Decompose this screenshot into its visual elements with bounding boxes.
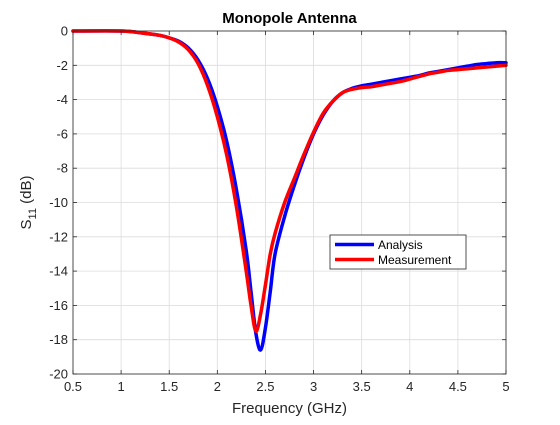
- x-tick-label: 4.5: [449, 379, 467, 394]
- y-axis-label-main: S: [18, 219, 35, 229]
- x-tick-label: 4: [406, 379, 413, 394]
- y-tick-label: -10: [49, 195, 68, 210]
- y-tick-label: -16: [49, 298, 68, 313]
- x-tick-label: 3.5: [353, 379, 371, 394]
- legend-label-measurement: Measurement: [378, 253, 452, 267]
- x-tick-label: 3: [310, 379, 317, 394]
- y-tick-label: -4: [56, 92, 68, 107]
- x-tick-label: 5: [502, 379, 509, 394]
- y-axis-label-rest: (dB): [18, 176, 35, 209]
- x-tick-label: 2.5: [256, 379, 274, 394]
- legend-label-analysis: Analysis: [378, 238, 423, 252]
- legend-box: [329, 234, 467, 270]
- x-tick-label: 1.5: [160, 379, 178, 394]
- y-tick-label: -8: [56, 161, 68, 176]
- x-tick-label: 1: [117, 379, 124, 394]
- y-axis-label: S11 (dB): [18, 176, 39, 230]
- legend: Analysis Measurement: [329, 234, 467, 270]
- y-tick-label: -6: [56, 126, 68, 141]
- y-axis-label-subscript: 11: [27, 208, 39, 219]
- y-tick-label: 0: [61, 24, 68, 39]
- x-tick-label: 2: [214, 379, 221, 394]
- y-tick-label: -20: [49, 367, 68, 382]
- series-line-measurement: [71, 29, 508, 333]
- y-tick-label: -18: [49, 332, 68, 347]
- x-tick-label: 0.5: [64, 379, 82, 394]
- x-axis-label: Frequency (GHz): [232, 400, 347, 417]
- tick-layer: 0.5 1 1.5 2 2.5 3 3.5 4 4.5 5 0 -2 -4 -6 -8 -10 -12 -14 -1…: [49, 24, 509, 395]
- y-tick-label: -2: [56, 58, 68, 73]
- chart-title: Monopole Antenna: [222, 10, 357, 27]
- y-tick-label: -14: [49, 264, 68, 279]
- y-tick-label: -12: [49, 229, 68, 244]
- series-layer: [71, 29, 508, 352]
